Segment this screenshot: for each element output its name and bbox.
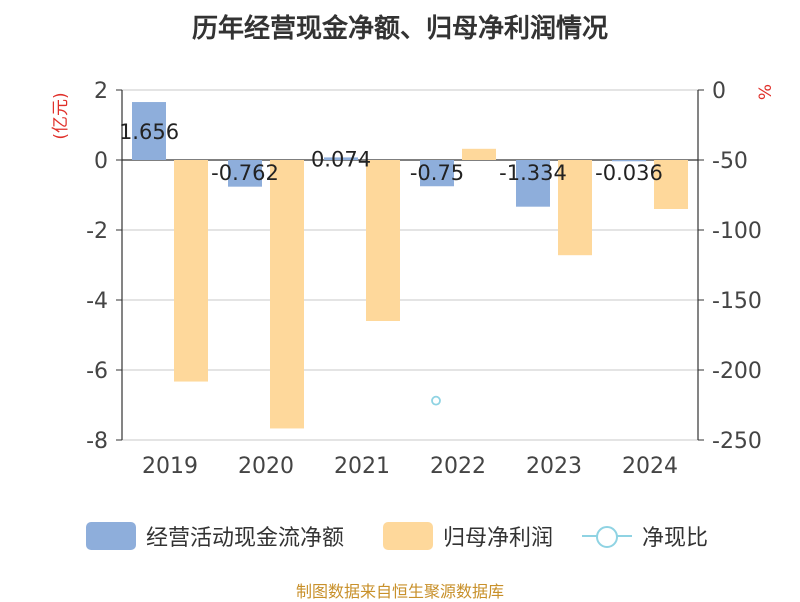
bar-cashflow (420, 160, 454, 187)
left-tick-label: -4 (86, 289, 108, 314)
right-axis-unit: % (756, 84, 776, 100)
source-note: 制图数据来自恒生聚源数据库 (295, 582, 504, 601)
legend-label-cashflow: 经营活动现金流净额 (146, 526, 345, 551)
left-tick-label: -2 (86, 219, 108, 244)
legend-swatch-cashflow (86, 522, 136, 550)
right-tick-label: -50 (712, 149, 748, 174)
bar-cashflow (612, 160, 646, 162)
left-tick-label: 2 (94, 79, 108, 104)
bar-value-label: 1.656 (119, 120, 179, 144)
legend-item-net-profit[interactable]: 归母净利润 (383, 518, 553, 554)
bar-cashflow (516, 160, 550, 207)
x-tick-label: 2019 (142, 454, 198, 479)
right-tick-label: -200 (712, 359, 762, 384)
bar-net-profit (462, 148, 496, 160)
bar-cashflow (132, 102, 166, 160)
bar-value-label: -1.334 (499, 161, 567, 185)
x-tick-label: 2024 (622, 454, 678, 479)
bar-value-label: -0.036 (595, 161, 663, 185)
legend-item-cash-ratio[interactable]: 净现比 (582, 518, 708, 554)
legend: 经营活动现金流净额 归母净利润 净现比 (0, 518, 800, 554)
right-tick-label: -100 (712, 219, 762, 244)
legend-label-net-profit: 归母净利润 (443, 526, 554, 551)
bar-net-profit (366, 160, 400, 321)
left-tick-label: -6 (86, 359, 108, 384)
bar-net-profit (270, 160, 304, 429)
cash-ratio-point (431, 395, 441, 406)
right-tick-label: 0 (712, 79, 726, 104)
bar-value-label: -0.762 (211, 161, 279, 185)
right-tick-label: -150 (712, 289, 762, 314)
legend-item-cashflow[interactable]: 经营活动现金流净额 (86, 518, 344, 554)
bar-net-profit (654, 160, 688, 209)
bar-cashflow (228, 160, 262, 187)
bar-value-label: -0.75 (410, 161, 464, 185)
bar-net-profit (174, 160, 208, 382)
bar-cashflow (324, 157, 358, 160)
legend-line-icon (582, 522, 632, 550)
x-tick-label: 2021 (334, 454, 390, 479)
chart-title: 历年经营现金净额、归母净利润情况 (191, 14, 608, 44)
bar-value-label: 0.074 (311, 148, 371, 172)
x-tick-label: 2023 (526, 454, 582, 479)
legend-swatch-net-profit (383, 522, 433, 550)
left-tick-label: -8 (86, 429, 108, 454)
x-tick-label: 2020 (238, 454, 294, 479)
left-tick-label: 0 (94, 149, 108, 174)
right-tick-label: -250 (712, 429, 762, 454)
legend-label-cash-ratio: 净现比 (642, 526, 709, 551)
bar-net-profit (558, 160, 592, 256)
x-tick-label: 2022 (430, 454, 486, 479)
left-axis-unit: (亿元) (51, 92, 71, 139)
